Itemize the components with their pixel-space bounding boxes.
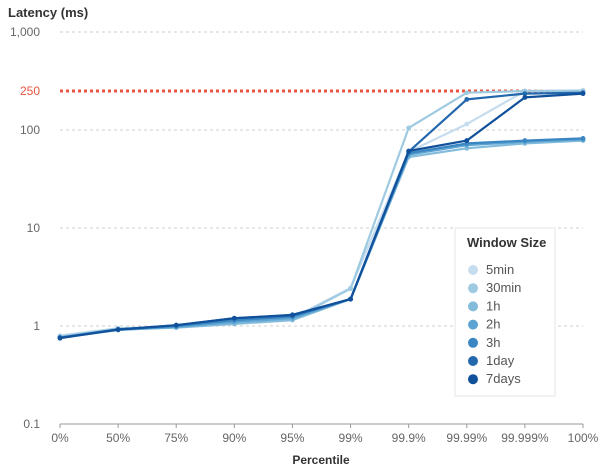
legend-label: 2h (486, 317, 500, 332)
data-point[interactable] (348, 286, 353, 292)
legend-item-30min[interactable]: 30min (468, 280, 521, 295)
x-tick-label: 50% (106, 431, 130, 445)
data-point[interactable] (115, 327, 121, 332)
y-tick-label: 100 (20, 123, 40, 137)
series-7days[interactable] (57, 91, 586, 341)
legend-item-1h[interactable]: 1h (468, 298, 500, 313)
x-tick-label: 0% (51, 431, 69, 445)
legend-item-7days[interactable]: 7days (468, 371, 521, 386)
x-tick-label: 99% (339, 431, 363, 445)
data-point[interactable] (522, 91, 528, 97)
legend-item-5min[interactable]: 5min (468, 262, 514, 277)
legend-swatch (468, 374, 478, 385)
x-tick-label: 100% (568, 431, 599, 445)
legend-item-3h[interactable]: 3h (468, 335, 500, 350)
legend-label: 7days (486, 371, 521, 386)
legend-swatch (468, 301, 478, 312)
legend-label: 1h (486, 298, 500, 313)
legend-label: 5min (486, 262, 514, 277)
data-point[interactable] (464, 90, 470, 96)
legend-swatch (468, 319, 478, 330)
y-tick-label: 10 (27, 221, 41, 235)
data-point[interactable] (57, 335, 63, 341)
legend-box (454, 227, 556, 397)
threshold-label: 250 (20, 84, 40, 98)
x-axis-ticks: 0% 50% 75% 90% 95% 99% 99.9% 99.99% 99.999% 100% (51, 424, 599, 445)
data-point[interactable] (348, 296, 353, 302)
series-lines (57, 87, 586, 341)
data-point[interactable] (464, 121, 470, 127)
data-point[interactable] (522, 95, 528, 100)
series-line[interactable] (59, 92, 584, 340)
x-tick-label: 99.999% (501, 431, 549, 445)
data-point[interactable] (231, 315, 237, 321)
legend-swatch (468, 337, 478, 348)
data-point[interactable] (173, 322, 179, 328)
legend[interactable]: Window Size 5min 30min 1h 2h 3h 1day 7days (454, 227, 556, 397)
gridlines (60, 31, 583, 425)
y-tick-label: 1,000 (10, 25, 40, 39)
legend-swatch (468, 265, 478, 275)
x-tick-label: 99.99% (446, 431, 487, 445)
y-tick-label: 1 (33, 319, 40, 333)
y-tick-label: 0.1 (23, 417, 40, 431)
legend-swatch (468, 283, 478, 294)
data-point[interactable] (464, 138, 470, 143)
legend-item-2h[interactable]: 2h (468, 317, 500, 332)
legend-item-1day[interactable]: 1day (468, 353, 515, 368)
x-axis-title: Percentile (292, 453, 350, 467)
data-point[interactable] (406, 125, 412, 131)
x-tick-label: 75% (164, 431, 188, 445)
data-point[interactable] (406, 148, 412, 154)
x-tick-label: 99.9% (392, 431, 426, 445)
threshold-line-group: 250 (20, 84, 583, 98)
y-axis-ticks: 0.1 1 10 100 1,000 (10, 25, 40, 431)
legend-label: 3h (486, 335, 500, 350)
data-point[interactable] (464, 97, 470, 102)
legend-swatch (468, 356, 478, 366)
legend-label: 1day (486, 353, 515, 368)
data-point[interactable] (522, 138, 528, 143)
data-point[interactable] (580, 91, 586, 97)
legend-label: 30min (486, 280, 521, 295)
x-tick-label: 95% (280, 431, 304, 445)
data-point[interactable] (580, 136, 586, 141)
x-tick-label: 90% (222, 431, 246, 445)
data-point[interactable] (290, 312, 295, 318)
legend-title: Window Size (467, 235, 546, 250)
y-axis-title: Latency (ms) (8, 5, 88, 20)
